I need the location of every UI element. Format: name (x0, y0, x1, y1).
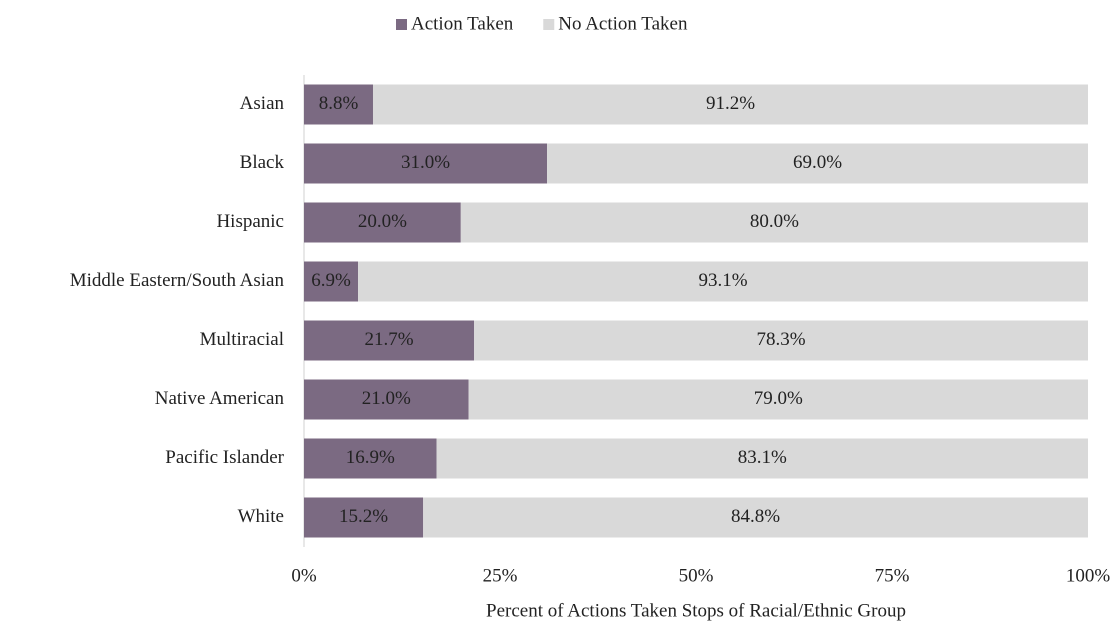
y-tick-label: Middle Eastern/South Asian (70, 270, 285, 291)
bar-segment (358, 261, 1088, 302)
data-label: 21.7% (365, 329, 414, 350)
x-axis-label: Percent of Actions Taken Stops of Racial… (486, 600, 906, 621)
y-tick-label: Hispanic (216, 211, 284, 232)
data-label: 31.0% (401, 152, 450, 173)
data-label: 83.1% (738, 447, 787, 468)
y-tick-label: Native American (155, 388, 285, 409)
data-label: 69.0% (793, 152, 842, 173)
data-label: 20.0% (358, 211, 407, 232)
bar-segment (372, 84, 1088, 125)
data-label: 93.1% (699, 270, 748, 291)
y-tick-label: White (238, 506, 284, 527)
bar-segment (304, 497, 424, 538)
x-tick-label: 75% (875, 565, 910, 586)
bar-segment (460, 202, 1088, 243)
data-label: 91.2% (706, 93, 755, 114)
data-label: 6.9% (311, 270, 351, 291)
data-label: 78.3% (757, 329, 806, 350)
bar-segment (423, 497, 1089, 538)
data-label: 16.9% (346, 447, 395, 468)
legend-label: Action Taken (411, 13, 514, 34)
data-label: 84.8% (731, 506, 780, 527)
x-tick-label: 0% (291, 565, 317, 586)
data-label: 80.0% (750, 211, 799, 232)
bar-segment (436, 438, 1089, 479)
bar-segment (474, 320, 1088, 361)
bar-segment (304, 84, 373, 125)
bar-segment (304, 320, 475, 361)
data-label: 21.0% (362, 388, 411, 409)
legend-label: No Action Taken (558, 13, 688, 34)
x-tick-label: 50% (679, 565, 714, 586)
y-tick-label: Pacific Islander (165, 447, 284, 468)
data-label: 15.2% (339, 506, 388, 527)
bar-segment (304, 261, 359, 302)
bar-segment (304, 438, 437, 479)
bar-segment (547, 143, 1088, 184)
data-label: 79.0% (754, 388, 803, 409)
bar-segment (304, 143, 548, 184)
legend-swatch (396, 19, 407, 30)
x-tick-label: 25% (483, 565, 518, 586)
bar-segment (468, 379, 1088, 420)
y-tick-label: Multiracial (200, 329, 284, 350)
bar-segment (304, 202, 461, 243)
data-label: 8.8% (319, 93, 359, 114)
legend-swatch (543, 19, 555, 30)
y-tick-label: Asian (240, 93, 285, 114)
bar-segment (304, 379, 469, 420)
y-tick-label: Black (240, 152, 285, 173)
x-tick-label: 100% (1066, 565, 1111, 586)
